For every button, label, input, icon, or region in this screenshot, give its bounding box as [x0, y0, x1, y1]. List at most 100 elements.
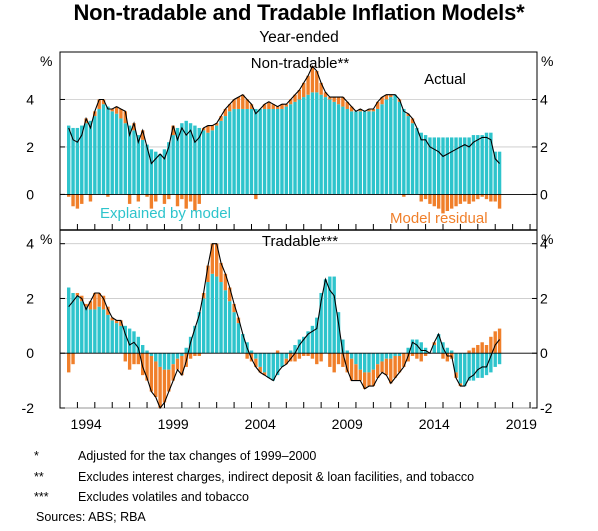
bar-explained	[493, 151, 497, 195]
chart-subtitle: Year-ended	[259, 29, 339, 46]
bar-explained	[140, 345, 145, 354]
bar-explained	[241, 334, 245, 354]
bar-residual	[454, 372, 458, 378]
bar-explained	[97, 306, 101, 354]
bar-explained	[354, 353, 358, 365]
bar-residual	[476, 345, 480, 354]
bar-explained	[445, 137, 450, 195]
bar-explained	[245, 108, 249, 195]
bar-explained	[93, 309, 97, 354]
bar-explained	[297, 99, 302, 195]
bar-explained	[471, 135, 476, 195]
bar-residual	[271, 104, 275, 109]
bar-explained	[228, 111, 232, 195]
bar-explained	[432, 137, 436, 195]
bar-explained	[127, 125, 132, 195]
bar-explained	[193, 125, 197, 195]
bar-explained	[136, 336, 141, 354]
bar-residual	[106, 194, 110, 197]
y-tick-label-right: 2	[540, 139, 548, 155]
bar-residual	[471, 194, 476, 202]
bar-residual	[467, 350, 471, 354]
bar-residual	[419, 353, 423, 362]
bar-explained	[454, 353, 458, 373]
bar-explained	[280, 353, 284, 367]
bar-explained	[275, 108, 280, 195]
bar-residual	[467, 194, 471, 204]
bar-explained	[184, 120, 188, 195]
bar-residual	[315, 353, 319, 365]
bar-explained	[441, 137, 445, 195]
bar-explained	[110, 320, 114, 354]
bar-explained	[463, 137, 467, 195]
bar-explained	[393, 94, 397, 195]
bar-explained	[319, 94, 323, 195]
legend-residual: Model residual	[390, 210, 488, 227]
bar-residual	[484, 194, 489, 200]
bar-explained	[206, 282, 210, 354]
bar-explained	[214, 276, 219, 354]
bar-residual	[458, 194, 463, 204]
bar-residual	[445, 194, 450, 212]
bar-residual	[371, 369, 376, 387]
bar-explained	[119, 118, 123, 195]
bar-explained	[371, 353, 376, 370]
bar-explained	[367, 111, 371, 195]
bar-residual	[362, 372, 367, 389]
bar-residual	[280, 104, 284, 109]
bar-explained	[384, 99, 389, 195]
footnote-mark: *	[34, 449, 39, 463]
bar-explained	[358, 353, 362, 370]
x-tick-label: 2014	[419, 416, 450, 432]
bar-explained	[288, 104, 293, 195]
bar-explained	[415, 127, 419, 195]
y-tick-label-right: 4	[540, 91, 548, 107]
x-tick-label: 2019	[506, 416, 537, 432]
bar-residual	[80, 194, 84, 204]
bar-residual	[293, 353, 297, 362]
bar-residual	[463, 194, 467, 202]
bar-residual	[119, 108, 123, 119]
bar-explained	[419, 132, 423, 195]
bar-explained	[171, 353, 175, 365]
bar-residual	[71, 353, 75, 365]
bar-explained	[101, 309, 106, 354]
bar-explained	[362, 111, 367, 195]
y-tick-label-right: -2	[540, 400, 553, 416]
bar-residual	[376, 364, 380, 378]
bar-explained	[201, 298, 206, 354]
bar-residual	[349, 106, 354, 112]
bar-explained	[384, 353, 389, 359]
bar-residual	[406, 113, 410, 117]
bar-explained	[345, 350, 349, 354]
bar-explained	[358, 111, 362, 195]
bar-residual	[476, 194, 480, 200]
bar-explained	[336, 312, 341, 354]
bar-residual	[149, 194, 154, 209]
bar-explained	[484, 353, 489, 376]
bar-explained	[162, 149, 167, 195]
bar-explained	[80, 125, 84, 195]
bar-explained	[349, 111, 354, 195]
bar-explained	[97, 108, 101, 195]
bar-explained	[236, 323, 241, 354]
bar-explained	[154, 151, 158, 195]
bar-explained	[75, 295, 80, 354]
bar-explained	[397, 353, 402, 356]
bar-residual	[88, 194, 93, 202]
bar-explained	[406, 347, 410, 354]
bar-explained	[232, 312, 236, 354]
bar-explained	[71, 127, 75, 195]
bar-explained	[349, 353, 354, 359]
bar-explained	[210, 130, 215, 195]
bar-residual	[275, 106, 280, 109]
bar-explained	[249, 350, 254, 354]
bar-residual	[145, 353, 149, 381]
bar-residual	[67, 194, 71, 197]
bar-explained	[149, 149, 154, 195]
bar-explained	[489, 132, 493, 195]
bar-residual	[345, 353, 349, 373]
bar-explained	[110, 111, 114, 195]
y-tick-label-left: 2	[26, 290, 34, 306]
bar-explained	[297, 339, 302, 354]
